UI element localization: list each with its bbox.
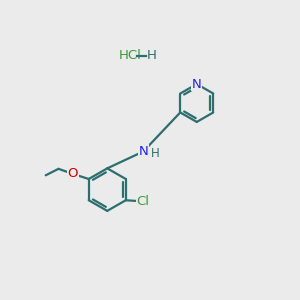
Text: Cl: Cl [137,195,150,208]
Text: H: H [147,49,157,62]
Text: N: N [138,145,148,158]
Text: H: H [151,147,160,160]
Text: N: N [192,77,202,91]
Text: HCl: HCl [119,49,142,62]
Text: O: O [68,167,78,180]
